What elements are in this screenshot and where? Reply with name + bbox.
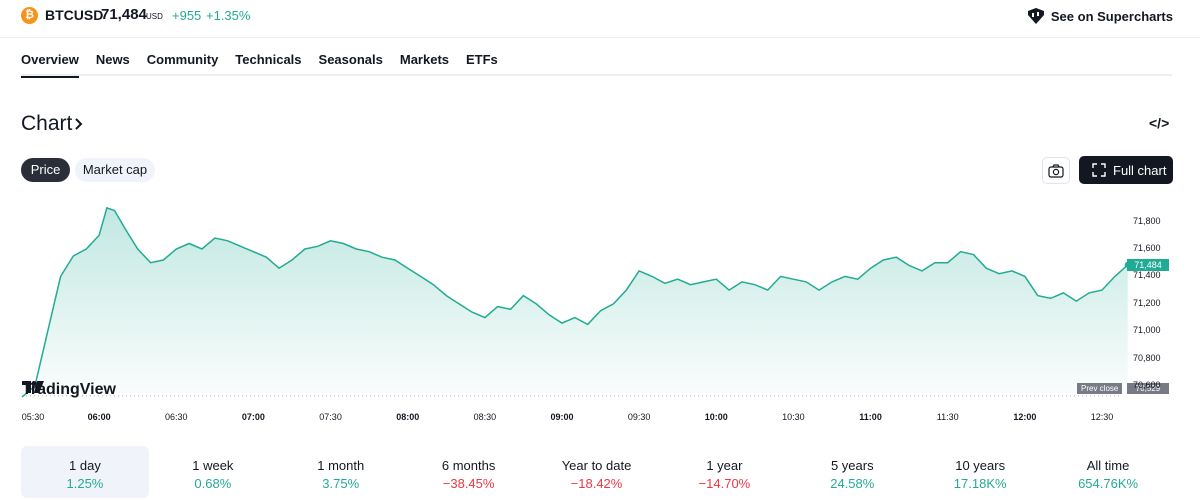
full-chart-label: Full chart (1113, 162, 1167, 178)
price-change: +955 (172, 8, 202, 23)
tradingview-wordmark: TradingView (22, 381, 116, 398)
y-axis-tick: 71,400 (1133, 270, 1161, 281)
symbol-header: ₿ BTCUSD 71,484 USD +955 +1.35% See on S… (0, 0, 1200, 38)
price-toggle[interactable]: Price (21, 158, 70, 182)
price-area-fill (22, 207, 1128, 398)
x-axis-tick: 06:30 (165, 412, 188, 422)
x-axis-tick: 08:30 (473, 412, 497, 422)
period-change: 0.68% (194, 476, 232, 491)
snapshot-button[interactable] (1042, 157, 1070, 184)
period-6-months[interactable]: 6 months −38.45% (405, 446, 533, 498)
y-axis-tick: 71,800 (1133, 215, 1161, 226)
period-1-month[interactable]: 1 month 3.75% (277, 446, 405, 498)
period-change: 3.75% (322, 476, 360, 491)
y-axis-tick: 70,600 (1133, 380, 1161, 391)
period-change: 24.58% (830, 476, 875, 491)
tab-seasonals[interactable]: Seasonals (318, 52, 383, 67)
period-change: −38.45% (442, 476, 495, 491)
price-change-percent: +1.35% (206, 8, 251, 23)
period-label: 5 years (830, 458, 874, 473)
period-label: 10 years (955, 458, 1006, 473)
x-axis-tick: 09:00 (550, 412, 574, 422)
price-chart-plot (21, 206, 1131, 398)
period-1-year[interactable]: 1 year −14.70% (660, 446, 788, 498)
last-price: 71,484 (101, 6, 147, 23)
x-axis-tick: 09:30 (627, 412, 651, 422)
period-label: 1 week (192, 458, 234, 473)
period-label: 6 months (441, 458, 496, 473)
see-on-supercharts-label: See on Supercharts (1050, 8, 1173, 24)
x-axis-tick: 11:30 (936, 412, 959, 422)
bitcoin-icon: ₿ (21, 7, 38, 24)
full-chart-button[interactable]: Full chart (1079, 156, 1173, 184)
x-axis-tick: 06:00 (87, 412, 111, 422)
tradingview-icon (22, 381, 44, 393)
symbol-tabs: Overview News Community Technicals Seaso… (21, 52, 498, 78)
period-1-day[interactable]: 1 day 1.25% (21, 446, 149, 498)
period-year-to-date[interactable]: Year to date −18.42% (533, 446, 661, 498)
prev-close-label: Prev close (1077, 383, 1123, 394)
tab-markets[interactable]: Markets (399, 52, 449, 67)
x-axis-tick: 05:30 (21, 412, 45, 422)
chart-title-text: Chart (21, 112, 73, 135)
market-cap-toggle[interactable]: Market cap (75, 158, 155, 182)
period-change: 17.18K% (953, 476, 1007, 491)
tab-news[interactable]: News (95, 52, 130, 67)
period-label: 1 month (317, 458, 365, 473)
period-label: 1 day (69, 458, 101, 473)
period-5-years[interactable]: 5 years 24.58% (788, 446, 916, 498)
price-chart[interactable]: 71,484 Prev close 70,529 TradingView 71,… (0, 195, 1200, 430)
x-axis-tick: 11:00 (859, 412, 882, 422)
tab-overview[interactable]: Overview (21, 52, 79, 78)
tabs-divider (21, 74, 1172, 76)
x-axis-tick: 10:30 (782, 412, 805, 422)
y-axis-tick: 71,000 (1133, 325, 1161, 336)
period-1-week[interactable]: 1 week 0.68% (149, 446, 277, 498)
tab-community[interactable]: Community (146, 52, 219, 67)
x-axis-tick: 10:00 (704, 412, 728, 422)
y-axis-tick: 71,600 (1133, 243, 1161, 253)
y-axis-tick: 70,800 (1133, 352, 1161, 363)
camera-icon (1048, 163, 1064, 178)
period-label: All time (1086, 458, 1130, 473)
x-axis-tick: 07:30 (319, 412, 342, 422)
x-axis-tick: 12:00 (1013, 412, 1037, 422)
last-price-axis-label: 71,484 (1127, 259, 1169, 271)
x-axis-tick: 08:00 (396, 412, 420, 422)
period-change: −14.70% (698, 476, 751, 491)
period-all-time[interactable]: All time 654.76K% (1044, 446, 1172, 498)
price-line (21, 206, 1129, 398)
supercharts-icon (1027, 8, 1044, 24)
period-10-years[interactable]: 10 years 17.18K% (916, 446, 1044, 498)
tradingview-logo: TradingView (22, 381, 116, 399)
see-on-supercharts-button[interactable]: See on Supercharts (1027, 6, 1173, 26)
period-change: 654.76K% (1078, 476, 1139, 491)
prev-close-value: 70,529 (1127, 383, 1169, 394)
chevron-right-icon (75, 118, 83, 130)
y-axis-tick: 71,200 (1133, 297, 1161, 308)
performance-periods: 1 day 1.25% 1 week 0.68% 1 month 3.75% 6 month… (21, 446, 1172, 498)
chart-section-title[interactable]: Chart (21, 112, 84, 136)
tab-etfs[interactable]: ETFs (466, 52, 498, 67)
period-change: −18.42% (570, 476, 623, 491)
x-axis-tick: 12:30 (1090, 412, 1114, 422)
x-axis-tick: 07:00 (241, 412, 265, 422)
fullscreen-icon (1092, 163, 1106, 177)
symbol-name[interactable]: BTCUSD (45, 7, 104, 23)
period-label: 1 year (706, 458, 743, 473)
price-currency: USD (146, 12, 163, 21)
period-change: 1.25% (66, 476, 104, 491)
period-label: Year to date (561, 458, 632, 473)
embed-code-icon[interactable]: </> (1149, 115, 1170, 131)
tab-technicals[interactable]: Technicals (235, 52, 302, 67)
